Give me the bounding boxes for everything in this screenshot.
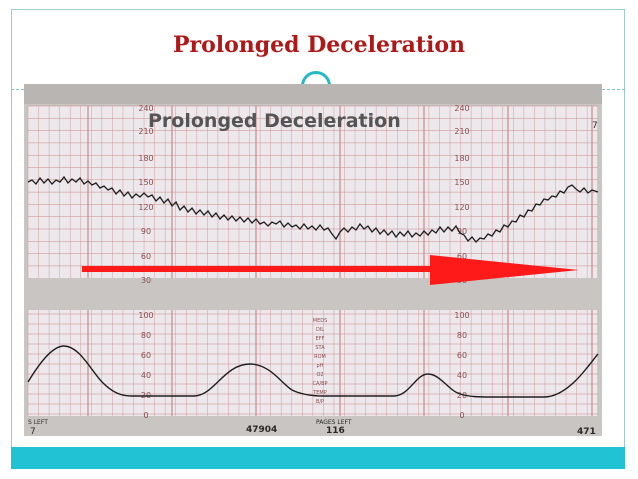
uc-tick-100: 100 (138, 311, 153, 320)
side-label: DIL (316, 327, 324, 333)
uc-tick-100-r: 100 (454, 311, 469, 320)
fhr-tick-180-r: 180 (454, 154, 469, 163)
uc-grid (27, 310, 598, 416)
fhr-tick-120: 120 (138, 203, 153, 212)
fhr-tick-90: 90 (141, 227, 151, 236)
red-arrow-shaft (82, 266, 432, 272)
fhr-tick-30: 30 (141, 276, 151, 285)
fhr-tick-240: 240 (138, 104, 153, 113)
fhr-tick-150-r: 150 (454, 178, 469, 187)
bottom-id: 47904 (246, 425, 277, 435)
fhr-tick-210: 210 (138, 127, 153, 136)
top-right-mark: 7 (592, 121, 598, 131)
slide-title: Prolonged Deceleration (172, 32, 466, 58)
fhr-tick-240-r: 240 (454, 104, 469, 113)
bottom-left-value: 7 (30, 427, 36, 436)
uc-tick-80: 80 (141, 331, 151, 340)
fhr-tick-60-r: 60 (457, 252, 467, 261)
fhr-tick-60: 60 (141, 252, 151, 261)
fhr-tick-180: 180 (138, 154, 153, 163)
uc-tick-60: 60 (141, 351, 151, 360)
uc-tick-20-r: 20 (457, 391, 467, 400)
fhr-tick-150: 150 (138, 178, 153, 187)
fhr-grid (27, 105, 598, 278)
side-label: pH (317, 363, 324, 369)
side-label: EFF (316, 336, 325, 342)
pages-left-value: 116 (326, 426, 345, 436)
side-label: CA/BP (312, 381, 327, 387)
uc-tick-40-r: 40 (457, 371, 467, 380)
pages-left-label: PAGES LEFT (316, 419, 352, 426)
fhr-tick-210-r: 210 (454, 127, 469, 136)
fhr-tick-90-r: 90 (457, 227, 467, 236)
side-label: STA (315, 345, 325, 351)
uc-tick-40: 40 (141, 371, 151, 380)
footer-bar (11, 447, 625, 469)
uc-tick-80-r: 80 (457, 331, 467, 340)
side-label: B/P (316, 399, 324, 405)
uc-trace (27, 345, 599, 398)
side-label: ROM (314, 354, 326, 360)
uc-tick-0-r: 0 (459, 411, 464, 420)
uc-tick-60-r: 60 (457, 351, 467, 360)
side-label: MEDS (313, 318, 328, 324)
bottom-right-value: 471 (577, 427, 596, 436)
red-arrow-head (430, 255, 579, 285)
uc-tick-0: 0 (143, 411, 148, 420)
bottom-left-label: S LEFT (28, 419, 48, 426)
side-label: O2 (316, 372, 323, 378)
ctg-strip-photo: 240 210 180 150 120 90 60 30 240 210 180… (24, 84, 602, 436)
fhr-scale-left: 240 210 180 150 120 90 60 30 (138, 104, 153, 285)
strip-caption: Prolonged Deceleration (148, 110, 401, 132)
fhr-tick-120-r: 120 (454, 203, 469, 212)
fhr-trace (27, 175, 599, 243)
side-labels: MEDS DIL EFF STA ROM pH O2 CA/BP TEMP B/… (312, 318, 327, 405)
side-label: TEMP (312, 390, 327, 396)
uc-scale-right: 100 80 60 40 20 0 (454, 311, 469, 420)
